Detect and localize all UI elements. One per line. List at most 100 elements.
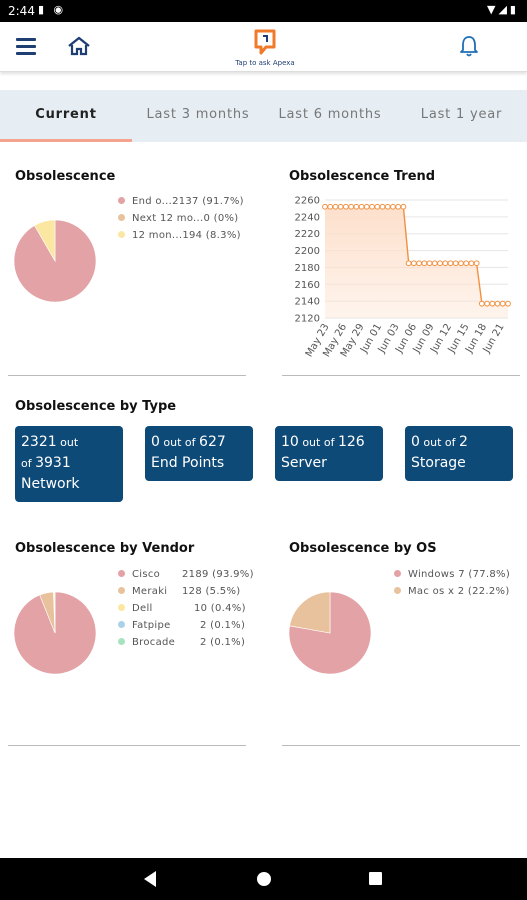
legend-swatch xyxy=(118,620,125,628)
trend-point[interactable] xyxy=(442,260,449,267)
back-icon[interactable] xyxy=(144,871,156,887)
trend-point[interactable] xyxy=(431,260,438,267)
home-icon[interactable] xyxy=(66,34,92,58)
trend-point[interactable] xyxy=(463,260,470,267)
trend-point[interactable] xyxy=(421,260,428,267)
tab-last-6-months[interactable]: Last 6 months xyxy=(278,107,382,122)
legend-swatch xyxy=(118,637,125,645)
legend-label: Brocade xyxy=(132,637,176,648)
apexa-logo-icon xyxy=(254,29,276,55)
out-of-label: out of xyxy=(298,436,338,449)
recent-apps-icon[interactable] xyxy=(369,872,382,885)
trend-point[interactable] xyxy=(322,203,328,210)
trend-point[interactable] xyxy=(416,260,423,267)
trend-point[interactable] xyxy=(400,203,407,210)
trend-point[interactable] xyxy=(384,203,391,210)
bell-icon[interactable] xyxy=(458,34,480,58)
trend-point[interactable] xyxy=(410,260,417,267)
trend-point[interactable] xyxy=(473,260,480,267)
trend-point[interactable] xyxy=(499,300,506,307)
trend-point[interactable] xyxy=(484,300,490,307)
trend-point[interactable] xyxy=(447,260,454,267)
status-notification-icons: ▮ ◉ xyxy=(38,3,67,16)
tab-last-3-months[interactable]: Last 3 months xyxy=(146,107,250,122)
apexa-logo[interactable]: Tap to ask Apexa xyxy=(230,26,300,67)
vendor-pie-chart[interactable] xyxy=(13,591,97,675)
trend-point[interactable] xyxy=(332,203,339,210)
legend-label: Meraki xyxy=(132,586,168,597)
legend-value: 194 (8.3%) xyxy=(182,230,241,241)
type-end-points-card[interactable]: 0 out of 627 End Points xyxy=(145,426,253,481)
legend-item[interactable]: Mac os x 2 (22.2%) xyxy=(394,583,510,600)
legend-item[interactable]: Meraki 128 (5.5%) xyxy=(118,583,254,600)
obsolescence-trend-title: Obsolescence Trend xyxy=(289,169,436,184)
legend-swatch xyxy=(118,213,125,221)
hamburger-menu-icon[interactable] xyxy=(16,38,36,56)
legend-value: 2137 (91.7%) xyxy=(172,196,244,207)
type-server-card[interactable]: 10 out of 126 Server xyxy=(275,426,383,481)
trend-point[interactable] xyxy=(374,203,381,210)
trend-point[interactable] xyxy=(489,300,496,307)
pie-slice-mac-os-x[interactable] xyxy=(289,591,331,634)
tab-last-1-year[interactable]: Last 1 year xyxy=(420,107,503,122)
type-storage-card[interactable]: 0 out of 2 Storage xyxy=(405,426,513,481)
trend-point[interactable] xyxy=(337,203,344,210)
legend-value: (77.8%) xyxy=(468,569,511,580)
trend-point[interactable] xyxy=(426,260,433,267)
trend-point[interactable] xyxy=(369,203,375,210)
status-time: 2:44 xyxy=(8,4,35,18)
legend-item[interactable]: Brocade 2 (0.1%) xyxy=(118,634,254,651)
os-pie-chart[interactable] xyxy=(288,591,372,675)
legend-item[interactable]: Fatpipe 2 (0.1%) xyxy=(118,617,254,634)
trend-point[interactable] xyxy=(494,300,501,307)
legend-item[interactable]: 12 mon...194 (8.3%) xyxy=(118,227,244,244)
trend-point[interactable] xyxy=(327,203,334,210)
trend-point[interactable] xyxy=(395,203,402,210)
legend-item[interactable]: Windows 7 (77.8%) xyxy=(394,566,510,583)
divider xyxy=(8,745,246,746)
tab-current[interactable]: Current xyxy=(0,90,132,142)
legend-value: 2 (0.1%) xyxy=(200,637,246,648)
obsolescence-by-vendor-title: Obsolescence by Vendor xyxy=(15,541,195,556)
pie-slice-end-o[interactable] xyxy=(13,219,97,303)
out-of-label: out of xyxy=(419,436,460,449)
legend-swatch xyxy=(118,569,125,577)
legend-item[interactable]: Cisco 2189 (93.9%) xyxy=(118,566,254,583)
pie-slice-12-mon[interactable] xyxy=(34,219,56,263)
legend-item[interactable]: Dell 10 (0.4%) xyxy=(118,600,254,617)
legend-value: 10 (0.4%) xyxy=(194,603,246,614)
out-label: out xyxy=(56,436,79,449)
os-legend: Windows 7 (77.8%) Mac os x 2 (22.2%) xyxy=(394,566,510,600)
obsolescence-pie-chart[interactable] xyxy=(13,219,97,303)
network-label: Network xyxy=(21,476,80,492)
trend-point[interactable] xyxy=(390,203,396,210)
trend-point[interactable] xyxy=(437,260,443,267)
status-system-icons: ▼◢▮ xyxy=(487,3,519,16)
trend-point[interactable] xyxy=(343,203,349,210)
obsolescence-by-type-title: Obsolescence by Type xyxy=(15,399,177,414)
type-network-card[interactable]: 2321 out of 3931 Network xyxy=(15,426,123,502)
y-tick-label: 2160 xyxy=(295,280,320,291)
trend-point[interactable] xyxy=(468,260,475,267)
status-bar: 2:44 ▮ ◉ ▼◢▮ xyxy=(0,0,527,22)
trend-point[interactable] xyxy=(358,203,365,210)
trend-point[interactable] xyxy=(458,260,464,267)
legend-swatch xyxy=(118,196,125,204)
trend-area xyxy=(325,206,508,318)
trend-point[interactable] xyxy=(452,260,459,267)
y-tick-label: 2120 xyxy=(295,314,320,325)
legend-item[interactable]: Next 12 mo...0 (0%) xyxy=(118,210,244,227)
trend-point[interactable] xyxy=(405,260,412,267)
legend-label: Fatpipe xyxy=(132,620,171,631)
network-total-count: 3931 xyxy=(35,455,71,471)
trend-point[interactable] xyxy=(478,300,485,307)
trend-point[interactable] xyxy=(348,203,355,210)
trend-point[interactable] xyxy=(363,203,370,210)
home-circle-icon[interactable] xyxy=(257,872,271,886)
legend-label: Mac os x xyxy=(408,586,455,597)
trend-point[interactable] xyxy=(353,203,360,210)
trend-point[interactable] xyxy=(505,300,511,307)
legend-item[interactable]: End o...2137 (91.7%) xyxy=(118,193,244,210)
trend-point[interactable] xyxy=(379,203,386,210)
